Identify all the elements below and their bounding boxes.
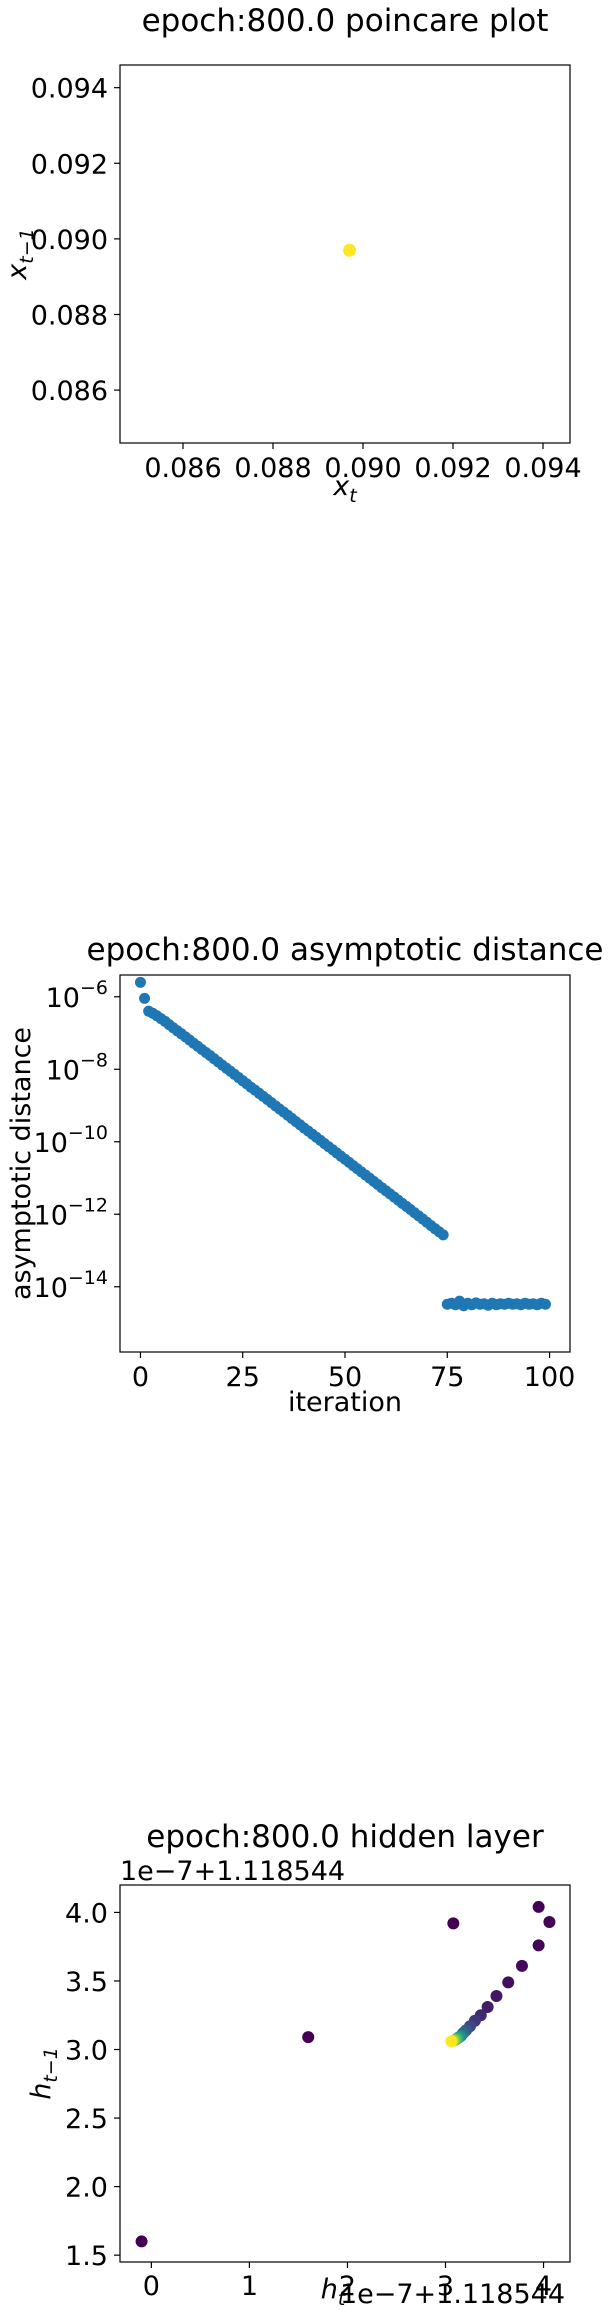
poincare-x-tick-label: 0.094 xyxy=(504,453,581,484)
poincare-y-tick-label: 0.088 xyxy=(31,300,108,331)
hidden-layer-y-tick-label: 3.0 xyxy=(65,2036,108,2067)
poincare-point xyxy=(343,243,356,257)
asymptotic-point xyxy=(437,1229,449,1241)
asymptotic-y-tick-label: 10−14 xyxy=(34,1267,108,1304)
hidden-layer-y-label: ht−1 xyxy=(26,2047,62,2100)
poincare-chart: epoch:800.0 poincare plot 0.086 0.088 0.090… xyxy=(31,3,582,484)
asymptotic-x-tick-label: 75 xyxy=(430,1362,464,1393)
asymptotic-x-tick-label: 100 xyxy=(524,1362,576,1393)
hidden-layer-point xyxy=(502,1976,515,1989)
hidden-layer-point xyxy=(447,1917,460,1930)
poincare-y-tick-label: 0.092 xyxy=(31,149,108,180)
asymptotic-x-tick-label: 25 xyxy=(226,1362,260,1393)
poincare-title: epoch:800.0 poincare plot xyxy=(142,3,549,39)
hidden-layer-x-tick-label: 2 xyxy=(339,2271,356,2302)
hidden-layer-x-label: ht xyxy=(321,2274,347,2310)
hidden-layer-x-tick-label: 1 xyxy=(241,2271,258,2302)
asymptotic-chart: epoch:800.0 asymptotic distance 0 25 50 75 10… xyxy=(6,932,603,1418)
hidden-layer-x-tick-label: 4 xyxy=(535,2271,552,2302)
hidden-layer-x-tick-label: 0 xyxy=(143,2271,160,2302)
hidden-layer-y-tick-label: 1.5 xyxy=(65,2241,108,2272)
hidden-layer-point xyxy=(135,2235,148,2248)
hidden-layer-y-tick-label: 2.0 xyxy=(65,2173,108,2204)
poincare-axes-frame xyxy=(119,64,571,444)
poincare-y-tick-label: 0.090 xyxy=(31,225,108,256)
hidden-layer-x-tick-label: 3 xyxy=(437,2271,454,2302)
asymptotic-y-label: asymptotic distance xyxy=(6,1027,37,1300)
poincare-x-tick-label: 0.086 xyxy=(144,453,221,484)
hidden-layer-point xyxy=(302,2031,315,2044)
asymptotic-y-tick-label: 10−6 xyxy=(46,977,108,1014)
asymptotic-x-tick-label: 0 xyxy=(132,1362,149,1393)
hidden-layer-y-offset: 1e−7+1.118544 xyxy=(120,1856,345,1887)
asymptotic-x-tick-label: 50 xyxy=(328,1362,362,1393)
poincare-y-tick-label: 0.094 xyxy=(31,74,108,105)
poincare-y-tick-label: 0.086 xyxy=(31,376,108,407)
poincare-x-tick-label: 0.090 xyxy=(324,453,401,484)
hidden-layer-point xyxy=(543,1916,556,1929)
asymptotic-point xyxy=(139,992,151,1004)
asymptotic-point xyxy=(134,976,146,988)
poincare-x-label: xt xyxy=(332,471,358,507)
asymptotic-y-tick-label: 10−12 xyxy=(34,1194,108,1231)
hidden-layer-title: epoch:800.0 hidden layer xyxy=(146,1819,544,1855)
asymptotic-point xyxy=(539,1298,551,1310)
hidden-layer-axes-frame xyxy=(119,1884,571,2263)
asymptotic-x-label: iteration xyxy=(288,1387,402,1418)
hidden-layer-y-tick-label: 4.0 xyxy=(65,1898,108,1929)
hidden-layer-y-tick-label: 3.5 xyxy=(65,1967,108,1998)
poincare-x-tick-label: 0.092 xyxy=(414,453,491,484)
poincare-y-label: xt−1 xyxy=(2,228,38,280)
hidden-layer-y-tick-label: 2.5 xyxy=(65,2104,108,2135)
hidden-layer-x-offset: 1e−7+1.118544 xyxy=(340,2279,565,2310)
hidden-layer-point xyxy=(481,2001,494,2014)
hidden-layer-point xyxy=(515,1959,528,1972)
poincare-x-tick-label: 0.088 xyxy=(234,453,311,484)
asymptotic-y-tick-label: 10−10 xyxy=(34,1122,108,1159)
asymptotic-title: epoch:800.0 asymptotic distance xyxy=(87,932,604,968)
hidden-layer-point xyxy=(490,1990,503,2003)
hidden-layer-point xyxy=(532,1900,545,1913)
hidden-layer-point xyxy=(532,1939,545,1952)
asymptotic-y-tick-label: 10−8 xyxy=(46,1049,108,1086)
hidden-layer-point xyxy=(445,2035,458,2048)
